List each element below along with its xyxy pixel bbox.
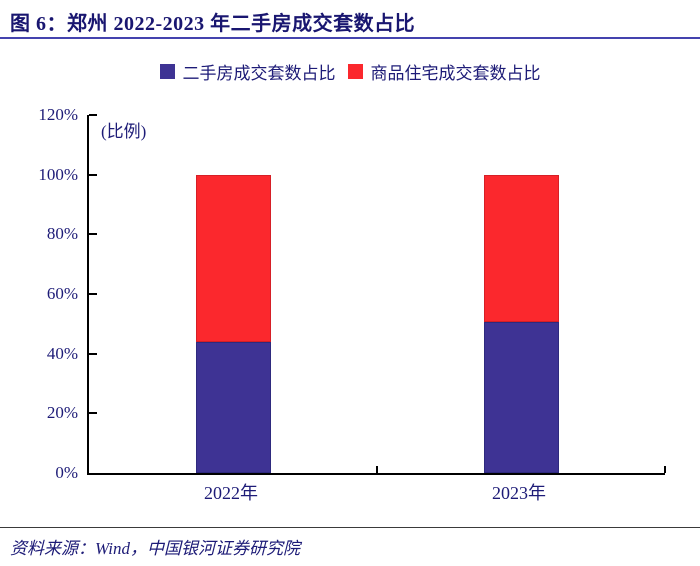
y-axis-label: 0% <box>55 463 78 482</box>
y-axis-tick <box>89 352 97 355</box>
y-axis-label: 120% <box>38 105 78 124</box>
bar-segment-2023年-商品住宅成交套数占比 <box>483 174 559 323</box>
y-axis-label: 80% <box>46 224 78 244</box>
bar-segment-2023年-二手房成交套数占比 <box>483 322 559 473</box>
y-axis-tick <box>89 114 97 116</box>
y-axis-tick <box>89 173 97 176</box>
legend-item-0: 二手房成交套数占比 <box>159 59 336 84</box>
x-axis-tick <box>376 466 378 473</box>
y-axis-tick <box>89 293 97 295</box>
legend-label: 二手房成交套数占比 <box>182 63 336 83</box>
y-axis-unit-label: (比例) <box>101 122 147 141</box>
legend-swatch-icon <box>347 63 363 79</box>
source-rule <box>0 527 700 528</box>
legend-item-1: 商品住宅成交套数占比 <box>347 59 541 84</box>
y-axis-label: 20% <box>46 403 78 423</box>
y-axis-tick <box>89 412 97 415</box>
y-axis-tick <box>89 233 97 236</box>
y-axis-label: 100% <box>38 164 78 184</box>
source-note: 资料来源：Wind，中国银河证券研究院 <box>10 539 300 558</box>
figure-title: 图 6：郑州 2022-2023 年二手房成交套数占比 <box>10 13 416 35</box>
y-axis-label: 40% <box>46 343 78 363</box>
bar-segment-2022年-二手房成交套数占比 <box>195 341 271 473</box>
title-rule <box>0 37 700 39</box>
x-axis-label: 2023年 <box>492 483 546 503</box>
chart-plot-area: (比例) <box>87 114 666 475</box>
x-axis-label: 2022年 <box>204 483 258 503</box>
legend-label: 商品住宅成交套数占比 <box>370 63 541 83</box>
legend-swatch-icon <box>159 63 175 79</box>
x-axis-tick <box>664 466 666 473</box>
y-axis-label: 60% <box>46 284 78 303</box>
bar-segment-2022年-商品住宅成交套数占比 <box>195 174 271 342</box>
chart-legend: 二手房成交套数占比 商品住宅成交套数占比 <box>0 58 700 84</box>
